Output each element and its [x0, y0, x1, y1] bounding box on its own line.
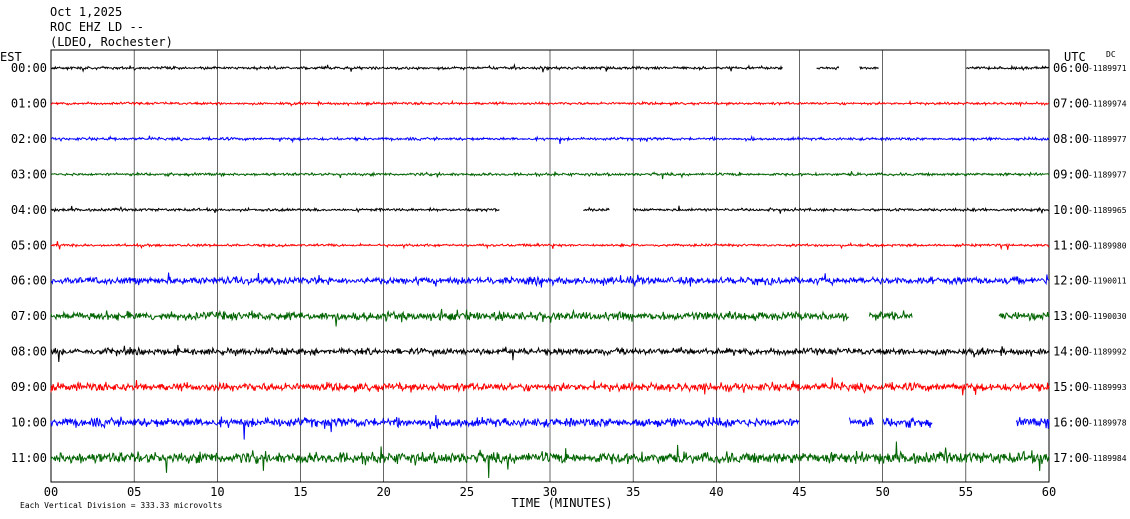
x-tick-label: 20	[376, 485, 390, 499]
x-tick-label: 55	[959, 485, 973, 499]
dc-offset-label: -1189971	[1088, 64, 1127, 73]
x-tick-label: 30	[543, 485, 557, 499]
dc-offset-label: -1189980	[1088, 241, 1127, 250]
left-axis-label: EST	[0, 50, 22, 64]
est-hour-label: 02:00	[11, 132, 47, 146]
trace-line	[50, 441, 1050, 479]
x-tick-label: 05	[127, 485, 141, 499]
traces	[50, 63, 1050, 479]
x-tick-label: 15	[293, 485, 307, 499]
dc-offset-label: -1189965	[1088, 206, 1127, 215]
est-hour-label: 07:00	[11, 309, 47, 323]
x-tick-label: 35	[626, 485, 640, 499]
footnote: Each Vertical Division = 333.33 microvol…	[20, 501, 222, 510]
est-hour-label: 01:00	[11, 96, 47, 110]
est-hour-label: 11:00	[11, 451, 47, 465]
dc-offset-label: -1189984	[1088, 454, 1127, 463]
dc-offset-label: -1189977	[1088, 135, 1127, 144]
est-hour-label: 05:00	[11, 238, 47, 252]
utc-hour-label: 07:00	[1053, 96, 1089, 110]
est-hour-label: 10:00	[11, 416, 47, 430]
x-tick-labels: 00 05 10 15 20 25 30 35 40 45 50 55 60	[44, 485, 1056, 499]
trace-line	[50, 241, 1050, 251]
trace-line	[50, 63, 1050, 73]
trace-line	[50, 134, 1050, 144]
trace-line	[50, 171, 1050, 180]
utc-hour-label: 17:00	[1053, 451, 1089, 465]
utc-hour-label: 14:00	[1053, 345, 1089, 359]
x-tick-label: 50	[875, 485, 889, 499]
dc-offset-label: -1189977	[1088, 170, 1127, 179]
trace-line	[50, 205, 1050, 214]
x-tick-label: 10	[210, 485, 224, 499]
x-axis-label: TIME (MINUTES)	[511, 496, 612, 510]
grid	[50, 49, 1050, 483]
est-hour-label: 04:00	[11, 203, 47, 217]
trace-line	[50, 272, 1050, 288]
dc-offset-label: -1189992	[1088, 348, 1127, 357]
trace-line	[50, 308, 1050, 327]
header-station: ROC EHZ LD --	[50, 20, 144, 34]
dc-offset-label: -1190030	[1088, 312, 1127, 321]
dc-label: DC	[1106, 50, 1116, 59]
trace-line	[50, 414, 1050, 440]
dc-offset-label: -1189978	[1088, 419, 1127, 428]
x-tick-label: 45	[792, 485, 806, 499]
header-network: (LDEO, Rochester)	[50, 35, 173, 49]
utc-hour-label: 11:00	[1053, 238, 1089, 252]
right-axis-label: UTC	[1064, 50, 1086, 64]
est-hour-label: 03:00	[11, 167, 47, 181]
x-tick-label: 00	[44, 485, 58, 499]
dc-offset-label: -1190011	[1088, 277, 1127, 286]
trace-line	[50, 377, 1050, 396]
utc-hour-label: 08:00	[1053, 132, 1089, 146]
utc-hour-label: 10:00	[1053, 203, 1089, 217]
trace-line	[50, 344, 1050, 363]
utc-hour-label: 16:00	[1053, 416, 1089, 430]
utc-hour-label: 15:00	[1053, 380, 1089, 394]
est-hour-label: 08:00	[11, 345, 47, 359]
dc-offset-label: -1189993	[1088, 383, 1127, 392]
est-hour-label: 00:00	[11, 61, 47, 75]
x-tick-label: 60	[1042, 485, 1056, 499]
est-hour-label: 06:00	[11, 274, 47, 288]
header-date: Oct 1,2025	[50, 5, 122, 19]
utc-hour-label: 12:00	[1053, 274, 1089, 288]
utc-hour-label: 13:00	[1053, 309, 1089, 323]
est-hour-label: 09:00	[11, 380, 47, 394]
utc-hour-label: 06:00	[1053, 61, 1089, 75]
dc-offset-label: -1189974	[1088, 99, 1127, 108]
x-tick-label: 25	[460, 485, 474, 499]
utc-hour-label: 09:00	[1053, 167, 1089, 181]
x-tick-label: 40	[709, 485, 723, 499]
trace-line	[50, 99, 1050, 108]
